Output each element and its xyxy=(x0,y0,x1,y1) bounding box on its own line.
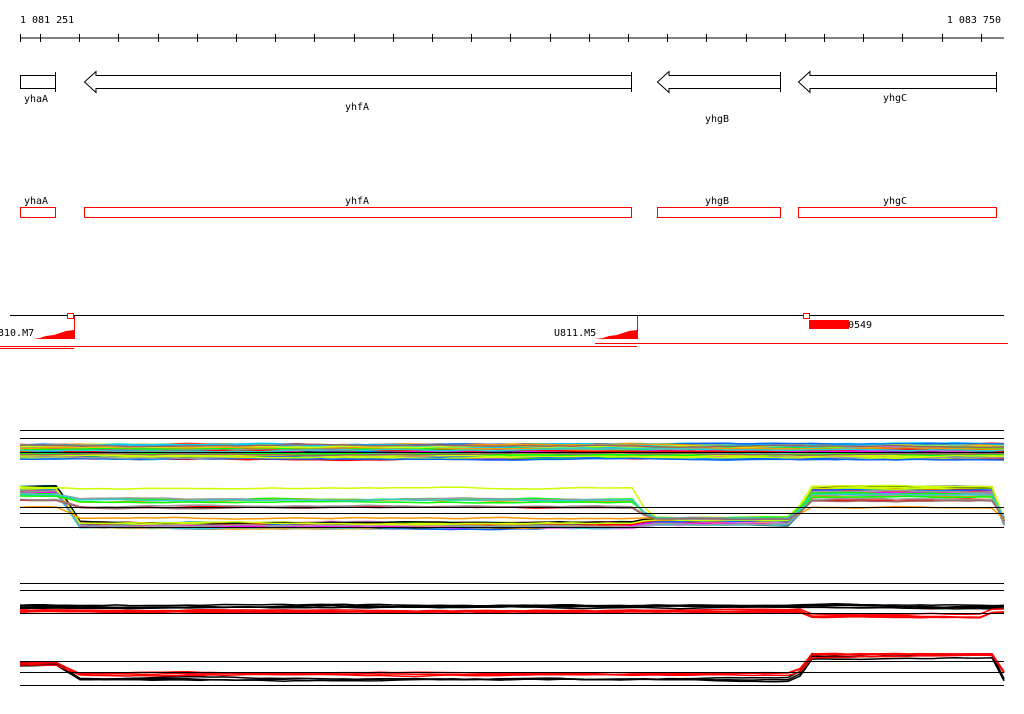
gene-yhaA[interactable]: yhaA xyxy=(20,72,56,105)
feature-marker xyxy=(67,313,74,319)
expression-series xyxy=(19,443,1005,448)
gene-yhgB[interactable]: yhgB xyxy=(656,70,781,126)
feature-label: 0549 xyxy=(848,320,872,331)
feature-label: U811.M5 xyxy=(554,328,596,339)
expression-series xyxy=(19,447,1005,453)
ruler: 1 081 251 1 083 750 xyxy=(20,15,1004,42)
ruler-start-label: 1 081 251 xyxy=(20,15,74,26)
gene-label: yhaA xyxy=(24,94,48,105)
gene-label: yhgB xyxy=(705,114,729,125)
cds-yhgB[interactable] xyxy=(657,207,781,218)
expression-series xyxy=(19,652,1005,676)
expression-series xyxy=(19,485,1005,526)
cds-yhfA[interactable] xyxy=(84,207,632,218)
feature-310-M7[interactable] xyxy=(33,330,74,339)
expression-series xyxy=(20,495,1005,520)
expression-series xyxy=(19,656,1005,683)
cds-track: yhaA yhfA yhgB yhgC xyxy=(20,196,997,218)
gene-label: yhgC xyxy=(883,93,907,104)
gene-yhgC[interactable]: yhgC xyxy=(797,70,997,105)
expression-series xyxy=(19,609,1005,619)
feature-U811-M5[interactable] xyxy=(595,330,637,339)
gene-label: yhfA xyxy=(345,102,369,113)
expression-series xyxy=(19,493,1005,520)
ruler-end-label: 1 083 750 xyxy=(947,15,1001,26)
gene-track: yhaA yhfA yhgB yhgC xyxy=(20,70,997,126)
feature-0549[interactable] xyxy=(809,320,849,329)
expression-series xyxy=(19,652,1005,676)
cds-label: yhaA xyxy=(24,196,48,207)
cds-yhaA[interactable] xyxy=(20,207,56,218)
feature-marker xyxy=(803,313,810,319)
feature-track: 310.M7 U811.M5 0549 xyxy=(0,313,1008,349)
expression-series xyxy=(19,654,1005,682)
expression-series xyxy=(19,605,1005,610)
expression-plots xyxy=(19,430,1005,686)
expression-series xyxy=(19,609,1005,619)
expression-series xyxy=(19,484,1005,519)
expression-series xyxy=(19,452,1005,457)
expression-series xyxy=(19,603,1005,608)
gene-yhfA[interactable]: yhfA xyxy=(83,70,632,114)
feature-label: 310.M7 xyxy=(0,328,34,339)
ruler-ticks xyxy=(20,34,982,42)
cds-label: yhgB xyxy=(705,196,729,207)
expression-series xyxy=(19,499,1005,521)
cds-yhgC[interactable] xyxy=(798,207,997,218)
cds-label: yhfA xyxy=(345,196,369,207)
cds-label: yhgC xyxy=(883,196,907,207)
expression-series xyxy=(19,654,1005,678)
expression-series xyxy=(19,489,1005,528)
